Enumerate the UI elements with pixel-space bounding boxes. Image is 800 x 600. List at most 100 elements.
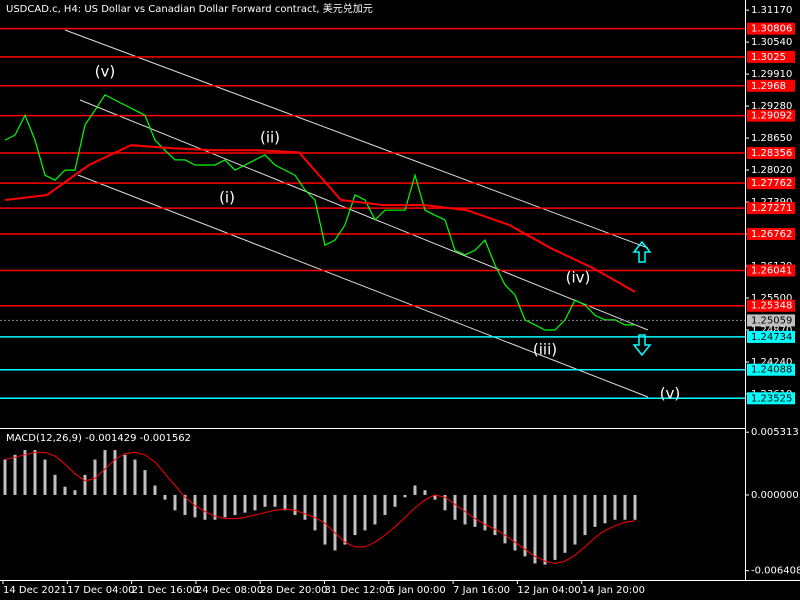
macd-bar [613, 494, 617, 520]
y-tick-label: 1.24240 [751, 357, 792, 368]
macd-bar [363, 494, 367, 531]
y-tick-label: 1.29910 [751, 69, 792, 80]
chart-header: USDCAD.c, H4: US Dollar vs Canadian Doll… [6, 2, 373, 15]
level-label: 1.23525 [751, 393, 792, 404]
x-tick-label: 31 Dec 12:00 [325, 585, 392, 596]
wave-label: (ii) [260, 129, 280, 147]
macd-bar [463, 494, 467, 525]
macd-bar [603, 494, 607, 524]
level-label-box [747, 227, 795, 240]
level-label: 1.24734 [751, 332, 792, 343]
x-tick-label: 28 Dec 20:00 [260, 585, 327, 596]
x-tick-label: 14 Dec 2021 [3, 585, 67, 596]
wave-label: (v) [660, 385, 681, 403]
down-arrow [632, 334, 652, 357]
x-tick-label: 17 Dec 04:00 [67, 585, 134, 596]
current-price-box [747, 314, 795, 327]
macd-bar [443, 494, 447, 511]
macd-bar [343, 494, 347, 545]
macd-bar [573, 494, 577, 545]
level-label: 1.27762 [751, 178, 792, 189]
x-tick-label: 24 Dec 08:00 [196, 585, 263, 596]
macd-bar [313, 494, 317, 531]
level-label-box [747, 363, 795, 376]
level-label-box [747, 109, 795, 122]
level-label-box [747, 330, 795, 343]
macd-bar [223, 494, 227, 518]
macd-bar [483, 494, 487, 531]
macd-bar [553, 494, 557, 560]
macd-bar [133, 459, 137, 495]
y-tick-label: 1.31170 [751, 5, 792, 16]
macd-bar [283, 494, 287, 511]
x-tick-label: 12 Jan 04:00 [517, 585, 580, 596]
macd-bar [53, 474, 57, 495]
macd-bar [203, 494, 207, 520]
level-label: 1.29092 [751, 111, 792, 122]
level-label-box [747, 50, 795, 63]
macd-bar [453, 494, 457, 520]
macd-bar [243, 494, 247, 513]
macd-bar [23, 450, 27, 495]
macd-bar [263, 494, 267, 507]
macd-bar [413, 485, 417, 495]
macd-bar [123, 454, 127, 495]
macd-bar [63, 486, 67, 495]
level-label-box [747, 202, 795, 215]
macd-bar [503, 494, 507, 544]
macd-bar [583, 494, 587, 536]
macd-bar [353, 494, 357, 536]
macd-bar [153, 485, 157, 495]
x-tick-label: 14 Jan 20:00 [582, 585, 645, 596]
y-tick-label: 0.005313 [751, 427, 799, 438]
macd-bar [173, 494, 177, 511]
macd-bar [633, 494, 637, 520]
y-tick-label: 1.25500 [751, 293, 792, 304]
level-label: 1.30806 [751, 24, 792, 35]
macd-bar [13, 454, 17, 495]
x-tick-label: 5 Jan 00:00 [389, 585, 446, 596]
macd-bar [373, 494, 377, 525]
macd-bar [563, 494, 567, 553]
y-tick-label: 1.24870 [751, 325, 792, 336]
macd-bar [193, 494, 197, 518]
macd-title: MACD(12,26,9) -0.001429 -0.001562 [6, 433, 191, 444]
y-tick-label: 1.28020 [751, 165, 792, 176]
macd-bar [43, 459, 47, 495]
macd-bar [423, 490, 427, 495]
macd-bar [473, 494, 477, 527]
y-tick-label: 0.000000 [751, 490, 799, 501]
macd-bar [593, 494, 597, 527]
x-tick-label: 7 Jan 16:00 [453, 585, 510, 596]
level-label-box [747, 79, 795, 92]
level-label: 1.26041 [751, 266, 792, 277]
macd-bar [113, 450, 117, 495]
macd-bar [163, 494, 167, 500]
y-tick-label: 1.30540 [751, 37, 792, 48]
level-label-box [747, 177, 795, 190]
y-tick-label: -0.006408 [751, 566, 800, 577]
level-label: 1.26762 [751, 229, 792, 240]
level-label-box [747, 147, 795, 160]
macd-bar [523, 494, 527, 557]
macd-bar [273, 494, 277, 507]
up-arrow [632, 240, 652, 263]
channel-line [79, 99, 649, 331]
macd-bar [393, 494, 397, 507]
macd-bar [403, 494, 407, 498]
level-label: 1.3025 [751, 52, 786, 63]
level-label: 1.28356 [751, 148, 792, 159]
signal-line [4, 451, 636, 565]
macd-bar [303, 494, 307, 520]
level-label: 1.24088 [751, 365, 792, 376]
channel-line [64, 29, 649, 249]
wave-label: (iii) [533, 341, 557, 359]
macd-bar [213, 494, 217, 520]
macd-bar [93, 459, 97, 495]
macd-bar [103, 450, 107, 495]
macd-bar [233, 494, 237, 516]
wave-label: (v) [95, 63, 116, 81]
wave-label: (iv) [566, 269, 591, 287]
